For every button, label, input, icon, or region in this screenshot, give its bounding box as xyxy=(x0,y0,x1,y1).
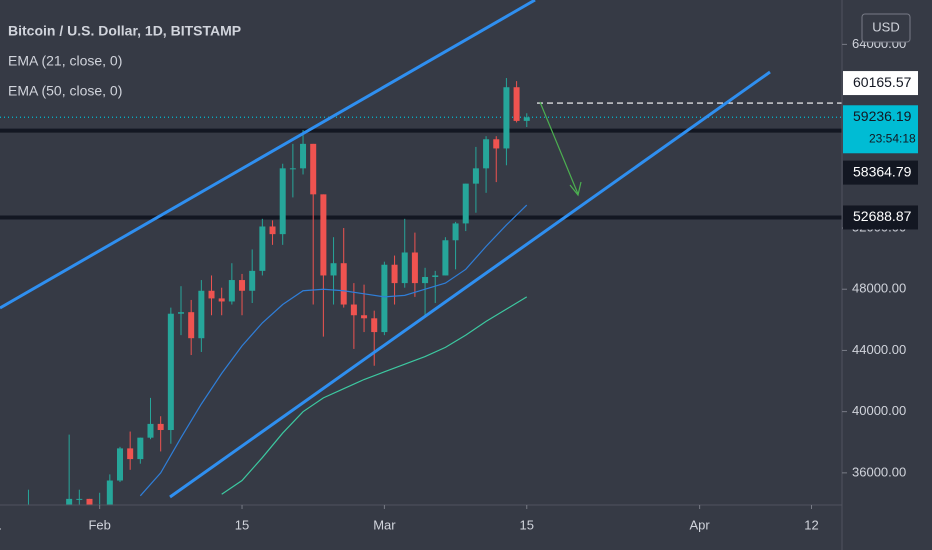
candle-body xyxy=(472,168,479,184)
candle-body xyxy=(452,223,459,241)
candle-body xyxy=(106,480,113,505)
y-tick-label: 36000.00 xyxy=(852,464,906,479)
price-label: 58364.79 xyxy=(853,163,912,179)
candle-body xyxy=(116,448,123,481)
candle-body xyxy=(269,226,276,235)
candle-body xyxy=(442,240,449,276)
candle-body xyxy=(300,143,307,169)
candle-body xyxy=(259,226,266,271)
currency-label: USD xyxy=(872,19,899,34)
candle-body xyxy=(330,263,337,276)
candle-body xyxy=(279,168,286,235)
price-label: 52688.87 xyxy=(853,208,912,224)
price-label-box xyxy=(843,160,918,185)
candle-body xyxy=(503,87,510,149)
candle-body xyxy=(289,168,296,170)
chart-title: Bitcoin / U.S. Dollar, 1D, BITSTAMP xyxy=(8,23,241,39)
plot-area xyxy=(0,0,842,505)
price-label-box xyxy=(843,71,918,96)
x-tick-label: Mar xyxy=(373,517,396,532)
x-tick-label: 12 xyxy=(804,517,818,532)
price-label-box xyxy=(843,105,918,154)
candle-body xyxy=(483,139,490,169)
candle-body xyxy=(239,280,246,291)
candle-body xyxy=(462,183,469,224)
drawings xyxy=(0,0,771,499)
candle-body xyxy=(147,423,154,438)
x-tick-label: 15 xyxy=(520,517,534,532)
arrow-head xyxy=(569,181,582,197)
candle-body xyxy=(493,139,500,149)
candle-body xyxy=(218,298,225,302)
candle-body xyxy=(513,87,520,121)
ema-line xyxy=(221,296,528,495)
x-tick-label: Feb xyxy=(88,517,110,532)
candle-body xyxy=(381,264,388,333)
trend-line-lower xyxy=(169,70,771,499)
y-tick-label: 40000.00 xyxy=(852,403,906,418)
ema-line xyxy=(139,204,528,497)
candle-body xyxy=(411,252,418,284)
candle-body xyxy=(228,280,235,302)
candle-body xyxy=(76,498,83,500)
candle-body xyxy=(350,304,357,316)
candle-body xyxy=(401,252,408,284)
x-tick-label: Apr xyxy=(690,517,711,532)
candle-body xyxy=(523,117,530,121)
x-tick-label: 1 xyxy=(0,517,2,532)
arrow-shaft xyxy=(539,101,579,195)
y-tick-label: 48000.00 xyxy=(852,281,906,296)
candle-body xyxy=(167,313,174,431)
countdown: 23:54:18 xyxy=(869,131,916,145)
candle-body xyxy=(320,194,327,276)
candle-body xyxy=(340,263,347,305)
legend-entry: EMA (21, close, 0) xyxy=(8,53,122,69)
price-label: 60165.57 xyxy=(853,74,912,90)
price-label: 59236.19 xyxy=(853,108,912,124)
candle-body xyxy=(137,437,144,460)
candle-body xyxy=(188,312,195,339)
candle-body xyxy=(157,423,164,431)
candle-body xyxy=(208,290,215,299)
legend-entry: EMA (50, close, 0) xyxy=(8,83,122,99)
candle-body xyxy=(361,315,368,319)
candle-body xyxy=(371,318,378,333)
candle-body xyxy=(391,264,398,284)
candle-body xyxy=(66,498,73,505)
currency-box xyxy=(861,13,911,43)
candle-body xyxy=(432,275,439,277)
candle-body xyxy=(422,276,429,284)
trend-line-upper xyxy=(0,0,536,310)
price-label-box xyxy=(843,205,918,230)
candle-body xyxy=(178,312,185,314)
candle-body xyxy=(86,498,93,505)
candle-body xyxy=(249,270,256,291)
x-tick-label: 15 xyxy=(235,517,249,532)
candle-body xyxy=(198,290,205,339)
candle-body xyxy=(310,143,317,195)
y-tick-label: 44000.00 xyxy=(852,342,906,357)
candle-body xyxy=(127,448,134,460)
